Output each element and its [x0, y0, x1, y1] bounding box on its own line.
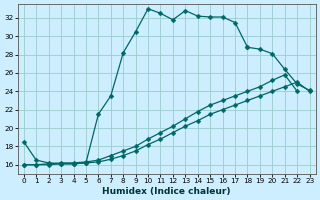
- X-axis label: Humidex (Indice chaleur): Humidex (Indice chaleur): [102, 187, 231, 196]
